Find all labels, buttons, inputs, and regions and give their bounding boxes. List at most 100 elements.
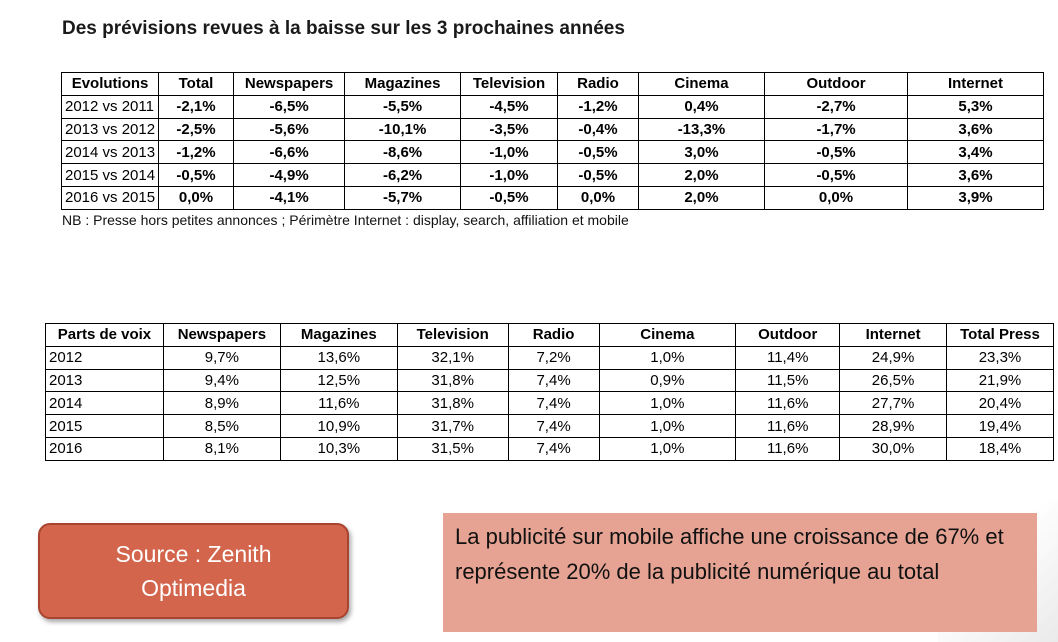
value-cell: -4,9%	[232, 163, 346, 187]
value-cell: -2,5%	[158, 117, 234, 142]
table-row: 2015 8,5% 10,9% 31,7% 7,4% 1,0% 11,6% 28,9% 19,4…	[45, 414, 1054, 438]
value-cell: 7,4%	[507, 436, 600, 461]
value-cell: 18,4%	[946, 436, 1054, 461]
value-cell: 0,0%	[557, 185, 639, 210]
value-cell: 1,0%	[598, 436, 737, 461]
value-cell: 11,6%	[735, 391, 841, 416]
evolutions-table: Evolutions Total Newspapers Magazines Te…	[60, 72, 1045, 210]
value-cell: 7,4%	[507, 368, 600, 393]
column-header: Magazines	[279, 323, 398, 347]
column-header: Internet	[839, 323, 947, 347]
value-cell: 19,4%	[946, 414, 1054, 438]
table-header-row: Evolutions Total Newspapers Magazines Te…	[60, 72, 1045, 96]
value-cell: 2,0%	[637, 185, 766, 210]
column-header: Newspapers	[232, 72, 346, 96]
value-cell: 31,8%	[396, 391, 509, 416]
value-cell: 3,6%	[906, 117, 1045, 142]
row-label-cell: 2016	[45, 436, 164, 461]
value-cell: -1,0%	[459, 140, 559, 165]
value-cell: 7,2%	[507, 345, 600, 370]
table-row: 2015 vs 2014 -0,5% -4,9% -6,2% -1,0% -0,5% 2,0…	[60, 163, 1045, 187]
value-cell: -5,5%	[344, 94, 461, 119]
table-row: 2012 9,7% 13,6% 32,1% 7,2% 1,0% 11,4% 24,9% 23,3…	[45, 345, 1054, 370]
column-header: Television	[396, 323, 509, 347]
value-cell: 24,9%	[839, 345, 947, 370]
share-of-voice-table: Parts de voix Newspapers Magazines Telev…	[45, 323, 1054, 461]
column-header: Parts de voix	[45, 323, 164, 347]
value-cell: -4,1%	[232, 185, 346, 210]
value-cell: 0,4%	[637, 94, 766, 119]
value-cell: 30,0%	[839, 436, 947, 461]
value-cell: 28,9%	[839, 414, 947, 438]
table-row: 2014 vs 2013 -1,2% -6,6% -8,6% -1,0% -0,5% 3,0…	[60, 140, 1045, 165]
table-row: 2012 vs 2011 -2,1% -6,5% -5,5% -4,5% -1,2% 0,4…	[60, 94, 1045, 119]
callout-text: La publicité sur mobile affiche une croi…	[455, 524, 1004, 584]
row-label-cell: 2013 vs 2012	[60, 117, 160, 142]
table-header-row: Parts de voix Newspapers Magazines Telev…	[45, 323, 1054, 347]
value-cell: -1,2%	[557, 94, 639, 119]
value-cell: 31,8%	[396, 368, 509, 393]
column-header: Outdoor	[735, 323, 841, 347]
table-row: 2013 9,4% 12,5% 31,8% 7,4% 0,9% 11,5% 26,5% 21,9…	[45, 368, 1054, 393]
value-cell: 3,9%	[906, 185, 1045, 210]
value-cell: 11,5%	[735, 368, 841, 393]
table-footnote: NB : Presse hors petites annonces ; Péri…	[62, 212, 629, 228]
value-cell: 7,4%	[507, 391, 600, 416]
row-label-cell: 2016 vs 2015	[60, 185, 160, 210]
column-header: Evolutions	[60, 72, 160, 96]
value-cell: -5,7%	[344, 185, 461, 210]
column-header: Total Press	[946, 323, 1054, 347]
row-label-cell: 2015	[45, 414, 164, 438]
value-cell: -5,6%	[232, 117, 346, 142]
row-label-cell: 2014	[45, 391, 164, 416]
value-cell: 31,5%	[396, 436, 509, 461]
value-cell: 9,7%	[162, 345, 281, 370]
value-cell: -0,4%	[557, 117, 639, 142]
value-cell: 27,7%	[839, 391, 947, 416]
value-cell: -0,5%	[158, 163, 234, 187]
value-cell: -4,5%	[459, 94, 559, 119]
value-cell: 10,3%	[279, 436, 398, 461]
value-cell: 31,7%	[396, 414, 509, 438]
column-header: Television	[459, 72, 559, 96]
value-cell: -6,2%	[344, 163, 461, 187]
column-header: Newspapers	[162, 323, 281, 347]
table-row: 2016 vs 2015 0,0% -4,1% -5,7% -0,5% 0,0% 2,0% 0…	[60, 185, 1045, 210]
value-cell: 11,6%	[735, 414, 841, 438]
value-cell: 21,9%	[946, 368, 1054, 393]
value-cell: -8,6%	[344, 140, 461, 165]
column-header: Radio	[507, 323, 600, 347]
row-label-cell: 2012 vs 2011	[60, 94, 160, 119]
row-label-cell: 2015 vs 2014	[60, 163, 160, 187]
value-cell: 1,0%	[598, 345, 737, 370]
row-label-cell: 2012	[45, 345, 164, 370]
value-cell: 3,4%	[906, 140, 1045, 165]
value-cell: -6,5%	[232, 94, 346, 119]
column-header: Magazines	[344, 72, 461, 96]
source-box: Source : Zenith Optimedia	[38, 523, 349, 619]
value-cell: 23,3%	[946, 345, 1054, 370]
value-cell: 9,4%	[162, 368, 281, 393]
value-cell: -1,7%	[764, 117, 908, 142]
column-header: Outdoor	[764, 72, 908, 96]
column-header: Total	[158, 72, 234, 96]
value-cell: -1,2%	[158, 140, 234, 165]
value-cell: 26,5%	[839, 368, 947, 393]
value-cell: 8,9%	[162, 391, 281, 416]
value-cell: 5,3%	[906, 94, 1045, 119]
value-cell: -0,5%	[557, 163, 639, 187]
mobile-ad-callout: La publicité sur mobile affiche une croi…	[443, 513, 1037, 632]
row-label-cell: 2014 vs 2013	[60, 140, 160, 165]
value-cell: 8,1%	[162, 436, 281, 461]
value-cell: 7,4%	[507, 414, 600, 438]
value-cell: -0,5%	[557, 140, 639, 165]
value-cell: 0,9%	[598, 368, 737, 393]
table-row: 2016 8,1% 10,3% 31,5% 7,4% 1,0% 11,6% 30,0% 18,4…	[45, 436, 1054, 461]
value-cell: 3,6%	[906, 163, 1045, 187]
value-cell: -3,5%	[459, 117, 559, 142]
value-cell: 20,4%	[946, 391, 1054, 416]
table-row: 2014 8,9% 11,6% 31,8% 7,4% 1,0% 11,6% 27,7% 20,4…	[45, 391, 1054, 416]
value-cell: 10,9%	[279, 414, 398, 438]
value-cell: 11,6%	[735, 436, 841, 461]
value-cell: 11,6%	[279, 391, 398, 416]
